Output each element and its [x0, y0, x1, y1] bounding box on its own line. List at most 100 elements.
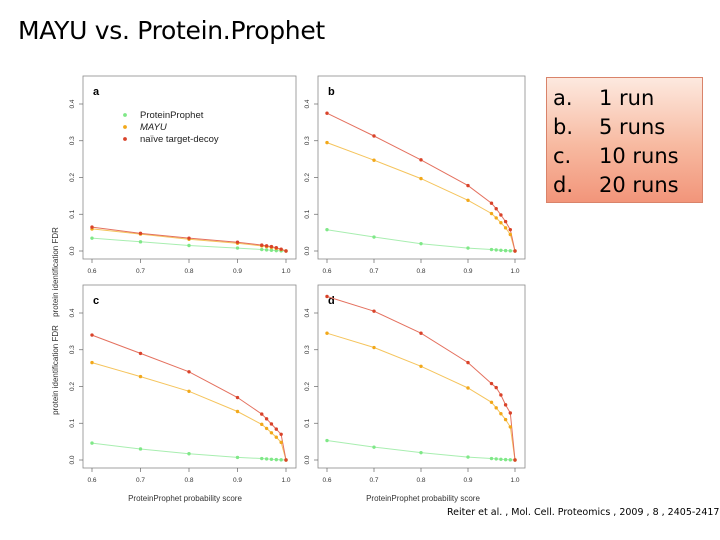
series-line-proteinprophet: [326, 440, 516, 461]
run-label: 20 runs: [599, 173, 679, 197]
x-tick-label: 0.9: [233, 268, 242, 275]
y-tick-label: 0.1: [69, 418, 76, 427]
data-point: [187, 243, 191, 248]
data-point: [274, 435, 278, 439]
series-line-na-ve-target-decoy: [91, 334, 287, 461]
panel-label-c: c: [93, 295, 99, 307]
data-point: [274, 427, 278, 431]
y-tick-label: 0.4: [69, 308, 76, 317]
y-tick-label: 0.3: [69, 345, 76, 354]
x-axis-title-left: ProteinProphet probability score: [128, 494, 242, 503]
data-point: [499, 221, 503, 225]
panel-frame-a: [82, 75, 297, 260]
data-point: [499, 393, 503, 397]
y-tick-label: 0.2: [304, 382, 311, 391]
x-tick-label: 0.7: [136, 477, 145, 484]
y-tick-label: 0.2: [69, 382, 76, 391]
y-axis-title-bottom: protein identification FDR: [51, 325, 60, 415]
data-point: [138, 447, 143, 451]
y-tick-label: 0.4: [304, 308, 311, 317]
data-point: [372, 345, 376, 350]
data-point: [279, 458, 283, 462]
data-point: [466, 246, 470, 250]
x-tick-label: 0.8: [184, 268, 193, 275]
panel-frame-c: [82, 284, 297, 469]
x-tick-label: 0.6: [87, 477, 96, 484]
x-tick-label: 0.8: [416, 268, 425, 275]
y-tick-label: 0.1: [304, 209, 311, 218]
series-line-na-ve-target-decoy: [91, 226, 287, 252]
panel-frame-b: [317, 75, 526, 260]
data-point: [235, 455, 240, 460]
data-point: [264, 248, 269, 252]
data-point: [499, 457, 503, 461]
data-point: [372, 134, 376, 138]
data-point: [372, 309, 376, 313]
x-tick-label: 1.0: [281, 268, 290, 275]
data-point: [489, 400, 494, 405]
data-point: [513, 458, 517, 462]
data-point: [264, 244, 269, 248]
series-line-na-ve-target-decoy: [326, 112, 516, 252]
y-tick-label: 0.0: [69, 246, 76, 255]
data-point: [499, 213, 503, 217]
data-point: [187, 452, 191, 456]
series-line-proteinprophet: [91, 237, 287, 252]
data-point: [503, 403, 508, 407]
x-tick-label: 1.0: [510, 268, 519, 275]
data-point: [279, 432, 283, 436]
run-letter: c.: [553, 144, 572, 168]
data-point: [235, 395, 240, 400]
x-tick-label: 0.7: [369, 268, 378, 275]
data-point: [503, 457, 508, 462]
x-tick-label: 0.6: [87, 268, 96, 275]
series-line-mayu: [326, 142, 516, 252]
data-point: [138, 351, 143, 356]
data-point: [508, 425, 512, 429]
data-point: [494, 216, 498, 220]
data-point: [325, 331, 329, 335]
data-point: [90, 360, 94, 365]
data-point: [187, 389, 191, 393]
data-point: [235, 246, 240, 250]
data-point: [325, 111, 329, 115]
data-point: [269, 244, 274, 249]
y-tick-label: 0.0: [304, 246, 311, 255]
run-row-c: c. 10 runs: [547, 142, 702, 171]
data-point: [419, 158, 423, 162]
y-axis-title-top: protein identification FDR: [51, 227, 60, 317]
data-point: [466, 198, 470, 202]
x-tick-label: 0.6: [322, 477, 331, 484]
y-tick-label: 0.1: [304, 418, 311, 427]
slide-title: MAYU vs. Protein.Prophet: [18, 16, 325, 45]
data-point: [508, 458, 512, 462]
run-label: 10 runs: [599, 144, 679, 168]
data-point: [494, 248, 498, 252]
x-tick-label: 0.9: [463, 268, 472, 275]
run-count-legend: a. 1 run b. 5 runs c. 10 runs d. 20 runs: [546, 77, 703, 203]
x-tick-label: 0.7: [369, 477, 378, 484]
data-point: [466, 455, 470, 459]
data-point: [372, 158, 376, 162]
data-point: [138, 231, 143, 236]
y-tick-label: 0.0: [69, 455, 76, 464]
data-point: [503, 219, 508, 224]
data-point: [489, 247, 494, 252]
y-tick-label: 0.4: [304, 99, 311, 108]
x-tick-label: 0.8: [184, 477, 193, 484]
data-point: [260, 456, 264, 461]
data-point: [187, 236, 191, 240]
data-point: [494, 406, 498, 410]
data-point: [489, 456, 494, 461]
y-tick-label: 0.3: [304, 136, 311, 145]
x-tick-label: 0.9: [463, 477, 472, 484]
data-point: [489, 381, 494, 386]
run-label: 5 runs: [599, 115, 666, 139]
data-point: [419, 176, 423, 181]
legend-marker: [123, 113, 127, 117]
data-point: [284, 249, 288, 253]
y-tick-label: 0.2: [69, 173, 76, 182]
data-point: [419, 364, 423, 368]
series-line-mayu: [326, 332, 516, 461]
